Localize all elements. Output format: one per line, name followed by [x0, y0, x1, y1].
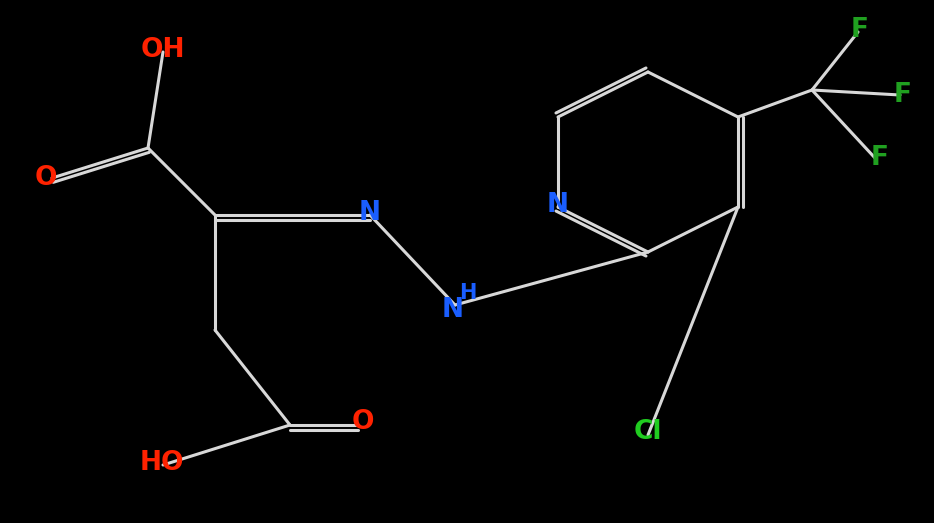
Text: N: N — [442, 297, 464, 323]
Text: F: F — [851, 17, 869, 43]
Text: F: F — [894, 82, 912, 108]
Text: HO: HO — [140, 450, 184, 476]
Text: OH: OH — [141, 37, 185, 63]
Text: H: H — [460, 283, 476, 303]
Text: O: O — [352, 409, 375, 435]
Text: N: N — [359, 200, 381, 226]
Text: F: F — [871, 145, 889, 171]
Text: Cl: Cl — [634, 419, 662, 445]
Text: O: O — [35, 165, 57, 191]
Text: N: N — [547, 192, 569, 218]
